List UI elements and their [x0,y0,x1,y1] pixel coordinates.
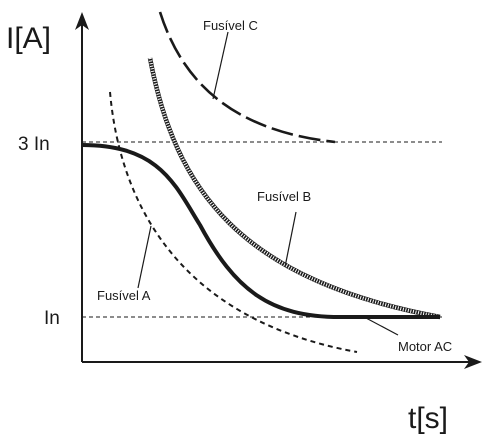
label-fusivel-a: Fusível A [97,288,151,303]
curve-fusivel-b-band [147,57,441,320]
label-fusivel-b: Fusível B [257,189,311,204]
leader-motor-ac [365,317,399,336]
tick-label-3in: 3 In [18,134,50,155]
label-fusivel-c: Fusível C [203,18,258,33]
leader-fusivel-b [284,211,297,268]
leader-fusivel-c [212,31,229,100]
curve-fusivel-b-hatch [148,57,441,319]
curve-motor-ac [81,143,440,319]
y-axis-label: I[A] [6,22,51,55]
label-motor-ac: Motor AC [398,339,452,354]
x-axis-arrow [464,355,482,369]
y-axis-arrow [75,12,89,30]
x-axis-label: t[s] [408,402,448,435]
tick-label-in: In [44,308,60,329]
leader-fusivel-a [137,225,152,289]
curve-fusivel-a [109,91,358,353]
